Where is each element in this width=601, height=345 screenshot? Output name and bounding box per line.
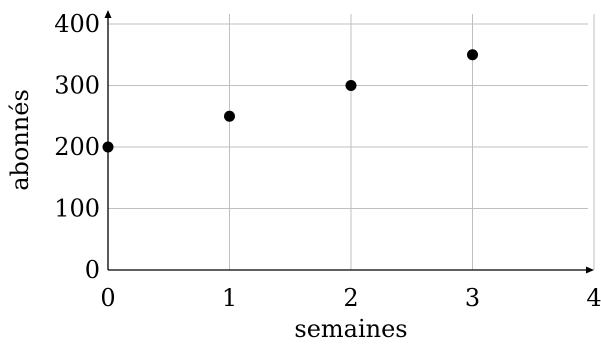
data-point-2 <box>345 80 357 91</box>
x-tick-label-3: 3 <box>465 284 480 312</box>
x-axis-label: semaines <box>294 315 407 343</box>
x-tick-label-0: 0 <box>100 284 115 312</box>
x-tick-label-2: 2 <box>343 284 358 312</box>
data-point-0 <box>102 141 114 153</box>
data-point-3 <box>467 49 478 61</box>
data-points <box>102 49 478 153</box>
x-tick-label-1: 1 <box>222 284 237 312</box>
y-axis-label: abonnés <box>6 89 34 191</box>
x-tick-label-4: 4 <box>586 284 601 312</box>
data-point-1 <box>224 110 235 122</box>
y-tick-label-0: 0 <box>85 256 100 284</box>
y-tick-label-200: 200 <box>54 133 100 161</box>
y-tick-label-300: 300 <box>54 72 100 100</box>
y-tick-labels: 0 100 200 300 400 <box>54 10 100 284</box>
x-tick-labels: 0 1 2 3 4 <box>100 284 601 312</box>
axes <box>104 10 594 274</box>
y-axis-arrow <box>104 10 112 18</box>
y-tick-label-400: 400 <box>54 10 100 38</box>
grid <box>108 14 595 270</box>
x-axis-arrow <box>586 266 594 274</box>
y-tick-label-100: 100 <box>54 195 100 223</box>
